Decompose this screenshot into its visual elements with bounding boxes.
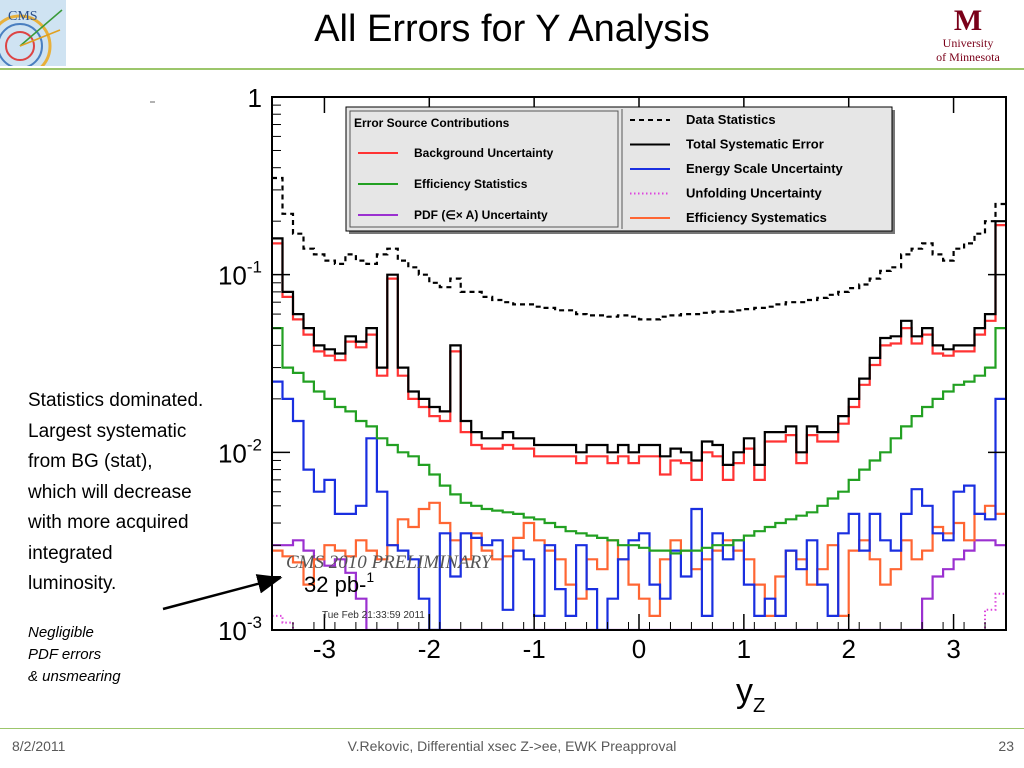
footer-page-number: 23 bbox=[998, 738, 1014, 754]
legend-label: Efficiency Systematics bbox=[686, 210, 827, 225]
x-tick-label: 0 bbox=[632, 634, 646, 664]
note-line: Largest systematic bbox=[28, 420, 187, 442]
x-axis-label: yZ bbox=[736, 672, 765, 714]
note-line: integrated bbox=[28, 542, 113, 564]
legend-label: Unfolding Uncertainty bbox=[686, 186, 823, 201]
series-line-background-uncertainty bbox=[272, 224, 1006, 481]
umn-logo-line1: University bbox=[942, 36, 994, 50]
note-line: Statistics dominated. bbox=[28, 390, 204, 411]
series-line-efficiency-systematics bbox=[272, 501, 1006, 617]
umn-logo-mark: M bbox=[953, 4, 983, 37]
series-line-efficiency-statistics bbox=[272, 327, 1006, 555]
series-line-data-statistics bbox=[272, 176, 1006, 321]
y-tick-label: 10-2 bbox=[218, 435, 262, 468]
note-line: which will decrease bbox=[28, 481, 192, 503]
timestamp-label: Tue Feb 21:33:59 2011 bbox=[322, 610, 425, 621]
x-tick-label: 3 bbox=[946, 634, 960, 664]
errors-histogram-chart: -3 -2 -1 0 1 2 3 10-3 10-2 10-1 1 yZ Error Source Co… bbox=[150, 84, 1007, 714]
legend-label: Energy Scale Uncertainty bbox=[686, 161, 844, 176]
legend-label: Efficiency Statistics bbox=[414, 177, 528, 191]
y-tick-label: 1 bbox=[248, 84, 262, 113]
y-tick-label: 10-1 bbox=[218, 258, 262, 291]
italic-note-line: PDF errors bbox=[28, 646, 102, 663]
legend-left-panel bbox=[349, 110, 619, 228]
series-line-pdf-a-uncertainty bbox=[272, 539, 1006, 630]
statistics-note: Statistics dominated. Largest systematic… bbox=[28, 386, 258, 600]
legend-title: Error Source Contributions bbox=[354, 116, 510, 130]
cms-preliminary-label: CMS 2010 PRELIMINARY bbox=[286, 552, 494, 573]
legend-label: Total Systematic Error bbox=[686, 137, 824, 152]
legend-box bbox=[345, 106, 893, 232]
cms-logo: CMS bbox=[0, 0, 66, 78]
note-line: with more acquired bbox=[28, 512, 189, 533]
x-tick-label: 2 bbox=[841, 634, 855, 664]
negligible-note: Negligible PDF errors & unsmearing bbox=[28, 622, 121, 688]
note-line: from BG (stat), bbox=[28, 451, 153, 472]
footer-divider bbox=[0, 728, 1024, 729]
italic-note-line: Negligible bbox=[28, 624, 94, 641]
luminosity-label: 32 pb-1 bbox=[304, 569, 374, 597]
note-line: luminosity. bbox=[28, 573, 117, 594]
legend-label: PDF (∈× A) Uncertainty bbox=[414, 208, 548, 222]
x-tick-label: -3 bbox=[313, 634, 336, 664]
x-tick-label: -2 bbox=[418, 634, 441, 664]
series-line-energy-scale-uncertainty bbox=[272, 380, 1006, 630]
x-tick-label: 1 bbox=[737, 634, 751, 664]
footer-center-text: V.Rekovic, Differential xsec Z->ee, EWK … bbox=[347, 738, 677, 754]
umn-logo: M University of Minnesota bbox=[918, 6, 1018, 66]
footer-date: 8/2/2011 bbox=[12, 738, 66, 754]
x-tick-label: -1 bbox=[523, 634, 546, 664]
series-line-total-systematic-error bbox=[272, 220, 1006, 466]
legend-label: Data Statistics bbox=[686, 112, 776, 127]
slide-title: All Errors for Y Analysis bbox=[314, 8, 710, 50]
umn-logo-line2: of Minnesota bbox=[936, 50, 1000, 64]
cms-logo-text: CMS bbox=[8, 9, 38, 24]
series-group bbox=[272, 176, 1006, 630]
legend-label: Background Uncertainty bbox=[414, 146, 554, 160]
title-divider bbox=[0, 68, 1024, 70]
italic-note-line: & unsmearing bbox=[28, 668, 121, 685]
y-tick-label: 10-3 bbox=[218, 613, 262, 646]
